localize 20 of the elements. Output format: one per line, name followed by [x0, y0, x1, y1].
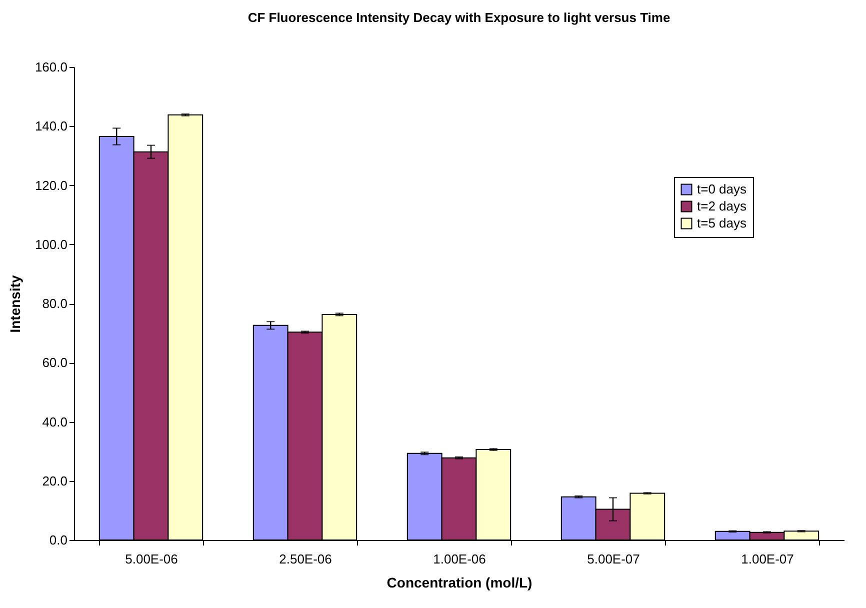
x-tick-label: 1.00E-07: [741, 552, 794, 566]
y-tick-label: 20.0: [42, 473, 68, 488]
y-tick-label: 100.0: [34, 236, 68, 252]
x-tick-label: 5.00E-06: [125, 552, 178, 566]
legend-label: t=0 days: [697, 182, 748, 196]
x-tick-label: 5.00E-07: [587, 552, 640, 566]
y-tick-label: 120.0: [34, 178, 68, 193]
x-tick-label: 1.00E-06: [433, 552, 486, 566]
x-axis-title: Concentration (mol/L): [386, 574, 532, 590]
y-tick-label: 160.0: [34, 60, 68, 74]
y-tick-label: 80.0: [42, 296, 68, 311]
y-tick-label: 140.0: [34, 118, 68, 134]
legend-label: t=2 days: [697, 198, 748, 214]
y-tick-label: 40.0: [42, 414, 68, 430]
x-tick-label: 2.50E-06: [279, 552, 332, 566]
y-tick-label: 60.0: [42, 355, 68, 370]
y-axis-title: Intensity: [6, 275, 23, 333]
chart-title: CF Fluorescence Intensity Decay with Exposure to light versus Time: [248, 10, 670, 25]
legend-label: t=5 days: [697, 216, 748, 230]
y-tick-label: 0.0: [49, 532, 68, 548]
